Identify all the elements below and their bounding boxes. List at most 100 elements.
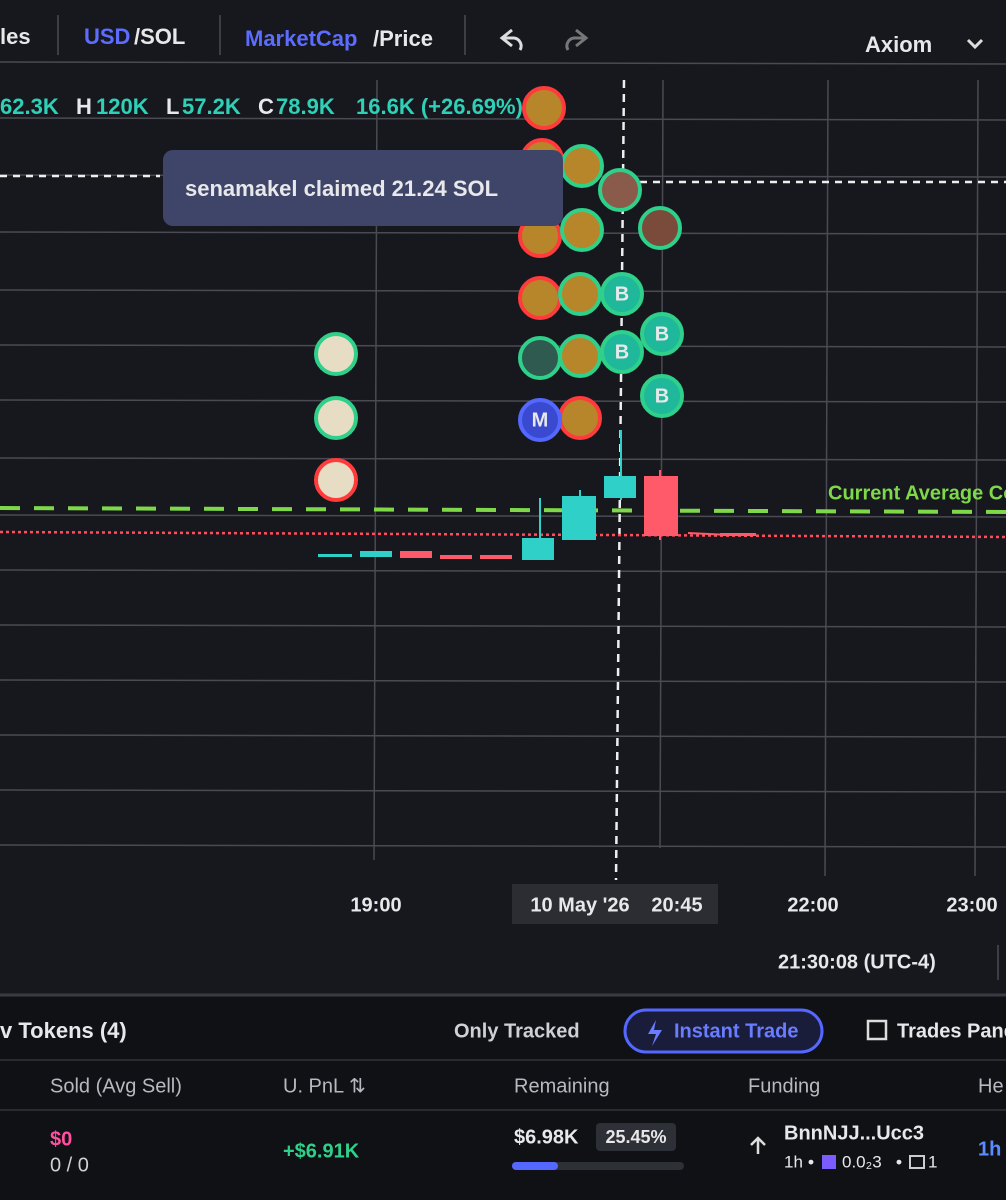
avatar [522, 86, 566, 130]
crosshair-date: 10 May '26 [530, 894, 629, 916]
redo[interactable] [565, 28, 589, 51]
close: 78.9K [276, 94, 335, 119]
metric[interactable]: MarketCap [245, 26, 357, 51]
time-label: 23:00 [946, 894, 997, 916]
grid-line [824, 79, 829, 877]
shape [440, 555, 472, 559]
avatar-letter: M [532, 409, 549, 431]
pnl: +$6.91K [283, 1140, 360, 1162]
instant-trade-button[interactable] [623, 1008, 824, 1054]
trades-panel[interactable]: Trades Pane [897, 1020, 1006, 1042]
avatar [600, 272, 644, 316]
grid-line [0, 457, 1006, 461]
avatar [518, 276, 562, 320]
high: 120K [96, 94, 149, 119]
time-label: 19:00 [350, 894, 401, 916]
time-axis: 19:00 10 May '26 20:45 22:00 23:00 21:30… [350, 884, 999, 980]
avatar [558, 396, 602, 440]
column-header: He [978, 1075, 1004, 1097]
column-header: Sold (Avg Sell) [50, 1075, 182, 1097]
grid-line [0, 117, 1006, 121]
dropdown[interactable] [966, 38, 984, 50]
avatar [314, 332, 358, 376]
grid-line [0, 344, 1006, 348]
avatar [518, 336, 562, 380]
sold: $0 [50, 1128, 72, 1150]
shape [822, 1155, 836, 1169]
grid-line [0, 514, 1006, 518]
clock: 21:30:08 (UTC-4) [778, 951, 936, 973]
avatar [638, 206, 682, 250]
dot: • [808, 1152, 814, 1171]
change: 16.6K (+26.69%) [356, 94, 523, 119]
grid-line [0, 844, 1006, 848]
grid-line [0, 569, 1006, 573]
grid-line [0, 289, 1006, 293]
shape [163, 150, 563, 226]
time-label: 20:45 [651, 894, 702, 916]
low: 57.2K [182, 94, 241, 119]
shape [648, 1020, 662, 1046]
instant-trade[interactable]: Instant Trade [674, 1020, 798, 1042]
grid-line [0, 61, 1006, 65]
grid-line [0, 734, 1006, 738]
shape [0, 994, 1006, 1200]
shape [512, 1162, 558, 1170]
avatar-letter: B [655, 323, 669, 345]
toolbar: les USD /SOL MarketCap /Price Axiom [0, 15, 984, 57]
grid-line [0, 624, 1006, 628]
crosshair-v [614, 79, 626, 881]
panel: v Tokens (4) Only Tracked Instant Trade … [0, 993, 1006, 1200]
funding-amount: 0.0₂3 [842, 1152, 882, 1171]
high-label: H [76, 94, 92, 119]
currency[interactable]: USD [84, 24, 130, 49]
shape [318, 554, 352, 557]
grid-line [0, 399, 1006, 403]
avatar [640, 312, 684, 356]
avatar [558, 272, 602, 316]
shape [644, 476, 678, 536]
time-label: 22:00 [787, 894, 838, 916]
tooltip-text: senamakel claimed 21.24 SOL [185, 176, 498, 201]
metric-alt[interactable]: /Price [373, 26, 433, 51]
undo[interactable] [499, 28, 523, 51]
low-label: L [166, 94, 179, 119]
avatar [598, 168, 642, 212]
grid-line [0, 231, 1006, 235]
remaining-pct: 25.45% [605, 1127, 666, 1147]
tab[interactable]: v Tokens (4) [0, 1018, 127, 1043]
shape [480, 555, 512, 559]
column-header: Funding [748, 1075, 820, 1097]
shape [604, 476, 636, 498]
funding-address[interactable]: BnnNJJ...Ucc3 [784, 1122, 924, 1144]
column-header: Remaining [514, 1075, 610, 1097]
remaining: $6.98K [514, 1126, 579, 1148]
avatar [558, 334, 602, 378]
shape [360, 551, 392, 557]
shape [866, 1019, 888, 1041]
sold-count: 0 / 0 [50, 1154, 89, 1176]
avatar [518, 398, 562, 442]
funding-count: 1 [928, 1152, 937, 1171]
age: 1h [978, 1138, 1001, 1160]
avatar [314, 396, 358, 440]
dot: • [896, 1152, 902, 1171]
shape [400, 551, 432, 558]
avatar-letter: B [615, 341, 629, 363]
grid-line [974, 79, 979, 877]
chart-style[interactable]: les [0, 24, 31, 49]
column-header[interactable]: U. PnL ⇅ [283, 1075, 366, 1097]
shape [909, 1155, 925, 1169]
avatar [640, 374, 684, 418]
grid-line [0, 679, 1006, 683]
platform[interactable]: Axiom [865, 32, 932, 57]
avatar [560, 144, 604, 188]
only-tracked[interactable]: Only Tracked [454, 1020, 580, 1042]
shape [720, 533, 756, 536]
currency-alt[interactable]: /SOL [134, 24, 185, 49]
avatars: B B B B M [314, 86, 684, 502]
avatar-letter: B [615, 283, 629, 305]
open: 62.3K [0, 94, 59, 119]
